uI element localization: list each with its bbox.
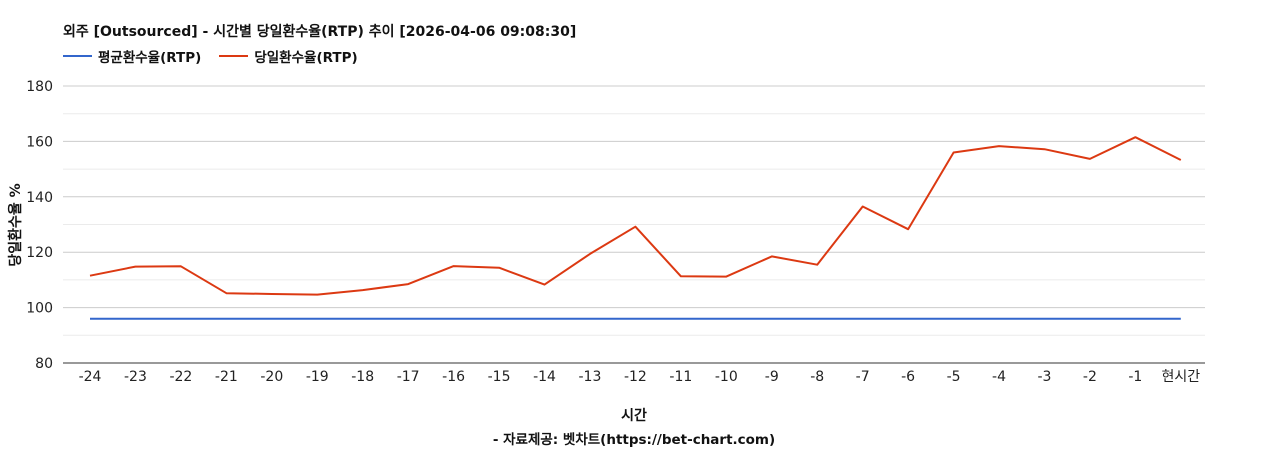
legend: 평균환수율(RTP) 당일환수율(RTP) xyxy=(63,46,376,66)
x-tick-label: -2 xyxy=(1083,369,1097,385)
x-tick-label: -1 xyxy=(1128,369,1142,385)
x-tick-label: -24 xyxy=(79,369,102,385)
x-tick-label: -8 xyxy=(810,369,824,385)
x-tick-label: -19 xyxy=(306,369,329,385)
x-tick-label: -17 xyxy=(397,369,420,385)
y-tick-label: 120 xyxy=(26,245,53,261)
legend-label-daily: 당일환수율(RTP) xyxy=(254,50,358,66)
x-tick-label: -22 xyxy=(169,369,192,385)
x-tick-label: -13 xyxy=(579,369,602,385)
x-tick-label: 현시간 xyxy=(1161,369,1200,385)
y-tick-label: 160 xyxy=(26,134,53,150)
x-tick-label: -11 xyxy=(669,369,692,385)
source-credit: - 자료제공: 벳차트(https://bet-chart.com) xyxy=(492,432,776,448)
x-axis-title: 시간 xyxy=(621,408,647,424)
legend-item-average[interactable]: 평균환수율(RTP) xyxy=(63,46,201,66)
x-tick-label: -12 xyxy=(624,369,647,385)
x-tick-label: -18 xyxy=(351,369,374,385)
x-tick-label: -9 xyxy=(765,369,779,385)
x-tick-label: -7 xyxy=(856,369,870,385)
x-tick-label: -4 xyxy=(992,369,1006,385)
legend-swatch-daily xyxy=(219,55,249,57)
y-axis-title: 당일환수율 % xyxy=(8,183,24,267)
y-tick-label: 100 xyxy=(26,301,53,317)
legend-item-daily[interactable]: 당일환수율(RTP) xyxy=(219,46,358,66)
chart-title: 외주 [Outsourced] - 시간별 당일환수율(RTP) 추이 [202… xyxy=(63,24,577,40)
x-tick-label: -5 xyxy=(947,369,961,385)
x-tick-label: -21 xyxy=(215,369,238,385)
x-tick-label: -10 xyxy=(715,369,738,385)
x-tick-label: -3 xyxy=(1037,369,1051,385)
legend-swatch-average xyxy=(63,55,92,57)
x-tick-label: -20 xyxy=(260,369,283,385)
x-tick-label: -23 xyxy=(124,369,147,385)
y-tick-label: 180 xyxy=(26,79,53,95)
x-tick-label: -15 xyxy=(488,369,511,385)
x-tick-label: -14 xyxy=(533,369,556,385)
y-tick-label: 140 xyxy=(26,190,53,206)
legend-label-average: 평균환수율(RTP) xyxy=(98,50,202,66)
y-tick-label: 80 xyxy=(35,356,53,372)
series-line-daily xyxy=(89,136,1182,296)
x-tick-label: -16 xyxy=(442,369,465,385)
x-tick-label: -6 xyxy=(901,369,915,385)
